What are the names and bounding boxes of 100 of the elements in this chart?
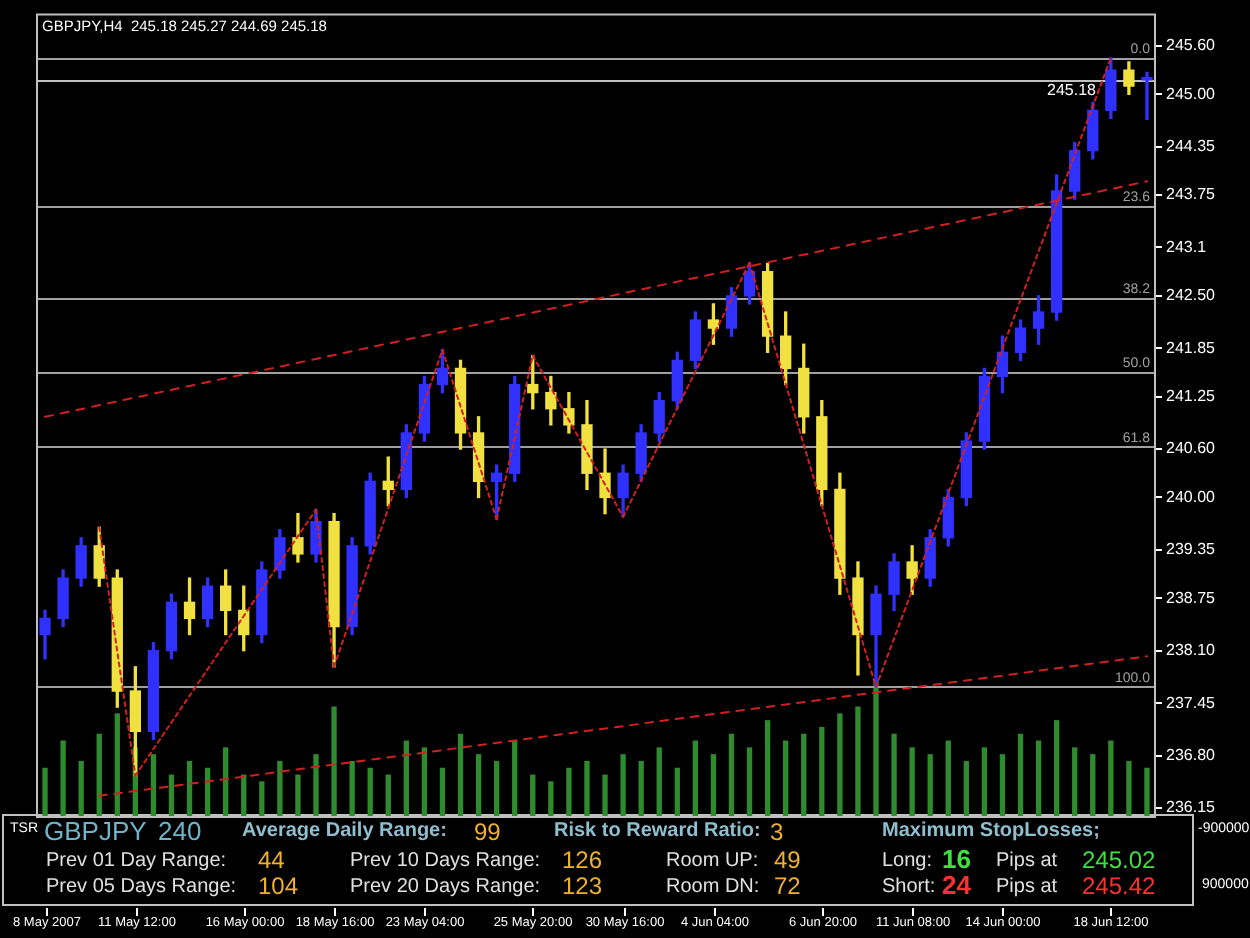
- bar: [819, 726, 825, 816]
- text: 3: [770, 818, 784, 846]
- bar: [855, 706, 861, 816]
- bar: [909, 747, 915, 816]
- bar: [656, 747, 662, 816]
- bar: [277, 760, 283, 816]
- bar: [512, 740, 518, 816]
- bar: [96, 733, 102, 816]
- text: 72: [774, 872, 801, 900]
- y-tick-label: 239.35: [1166, 540, 1217, 559]
- text: 44: [258, 846, 285, 874]
- text: 99: [474, 818, 501, 846]
- text: 126: [562, 846, 603, 874]
- text: Prev 10 Days Range:: [350, 850, 541, 872]
- bar: [1144, 767, 1150, 816]
- y-tick-label: 245.00: [1166, 84, 1217, 103]
- bar: [457, 733, 464, 816]
- bar: [223, 747, 229, 816]
- text: Pips at: [996, 850, 1058, 872]
- text: Risk to Reward Ratio:: [554, 820, 761, 842]
- text: Prev 01 Day Range:: [46, 850, 227, 872]
- y-tick-label: 241.85: [1166, 338, 1217, 357]
- ref-line-label: 245.18: [1047, 81, 1098, 100]
- bar: [620, 754, 626, 816]
- bar: [584, 760, 590, 816]
- bar: [801, 733, 807, 816]
- bar: [60, 740, 66, 816]
- bar: [1108, 740, 1114, 816]
- bar: [945, 740, 951, 816]
- annotation: 240: [158, 816, 202, 846]
- bar: [78, 760, 84, 816]
- bar: [638, 760, 644, 816]
- bar: [1035, 740, 1042, 816]
- bar: [168, 774, 175, 816]
- y-tick-label: 242.50: [1166, 286, 1217, 305]
- bar: [1090, 754, 1096, 816]
- bar: [42, 767, 48, 816]
- bar: [999, 754, 1006, 816]
- text: 123: [562, 872, 603, 900]
- bar: [349, 760, 355, 816]
- bar: [186, 760, 193, 816]
- text: Prev 05 Days Range:: [46, 876, 237, 898]
- y-tick-label: 240.00: [1166, 487, 1217, 506]
- y-tick-label: 243.75: [1166, 185, 1217, 204]
- bar: [114, 713, 120, 816]
- y-tick-label: 236.15: [1166, 798, 1217, 817]
- y-tick-label: 243.1: [1166, 237, 1208, 256]
- y-tick-label: 244.35: [1166, 137, 1217, 156]
- bar: [566, 767, 572, 816]
- bar: [837, 713, 843, 816]
- bar: [710, 754, 717, 816]
- bar: [1017, 733, 1024, 816]
- text: 49: [774, 846, 801, 874]
- bar: [475, 754, 482, 816]
- text: 245.02: [1082, 846, 1156, 874]
- y-tick-label: 245.60: [1166, 36, 1217, 55]
- bar: [1126, 760, 1132, 816]
- text: Room UP:: [666, 850, 759, 872]
- text: Pips at: [996, 876, 1058, 898]
- bar: [746, 747, 753, 816]
- bar: [692, 740, 699, 816]
- bar: [1072, 747, 1078, 816]
- bar: [728, 733, 735, 816]
- bar: [150, 754, 157, 816]
- bar: [295, 774, 301, 816]
- bar: [1053, 720, 1060, 816]
- text: Maximum StopLosses;: [882, 820, 1100, 842]
- annotation: GBPJPY: [44, 816, 147, 846]
- y-tick-label: 238.75: [1166, 588, 1217, 607]
- bar: [367, 767, 373, 816]
- bar: [602, 774, 608, 816]
- y-tick-label: 238.10: [1166, 641, 1217, 660]
- text: Long:: [882, 850, 933, 872]
- bar: [331, 706, 337, 816]
- bar: [241, 774, 247, 816]
- y-tick-label: 237.45: [1166, 693, 1217, 712]
- bar: [891, 733, 897, 816]
- text: Prev 20 Days Range:: [350, 876, 541, 898]
- bar: [674, 767, 680, 816]
- text: Room DN:: [666, 876, 760, 898]
- text: 104: [258, 872, 299, 900]
- bar: [764, 720, 771, 816]
- text: 245.42: [1082, 872, 1156, 900]
- bar: [548, 781, 554, 816]
- text: 16: [942, 844, 971, 874]
- bar: [421, 747, 428, 816]
- y-tick-label: 236.80: [1166, 745, 1217, 764]
- text: 24: [942, 870, 971, 900]
- bar: [927, 754, 933, 816]
- bar: [963, 760, 969, 816]
- bar: [385, 774, 391, 816]
- bar: [783, 740, 789, 816]
- y-tick-label: 240.60: [1166, 439, 1217, 458]
- bar: [439, 767, 446, 816]
- bar: [530, 774, 536, 816]
- text: Short:: [882, 876, 936, 898]
- bar: [259, 781, 265, 816]
- y-tick-label: 241.25: [1166, 387, 1217, 406]
- bar: [403, 740, 409, 816]
- text: Average Daily Range:: [242, 820, 447, 842]
